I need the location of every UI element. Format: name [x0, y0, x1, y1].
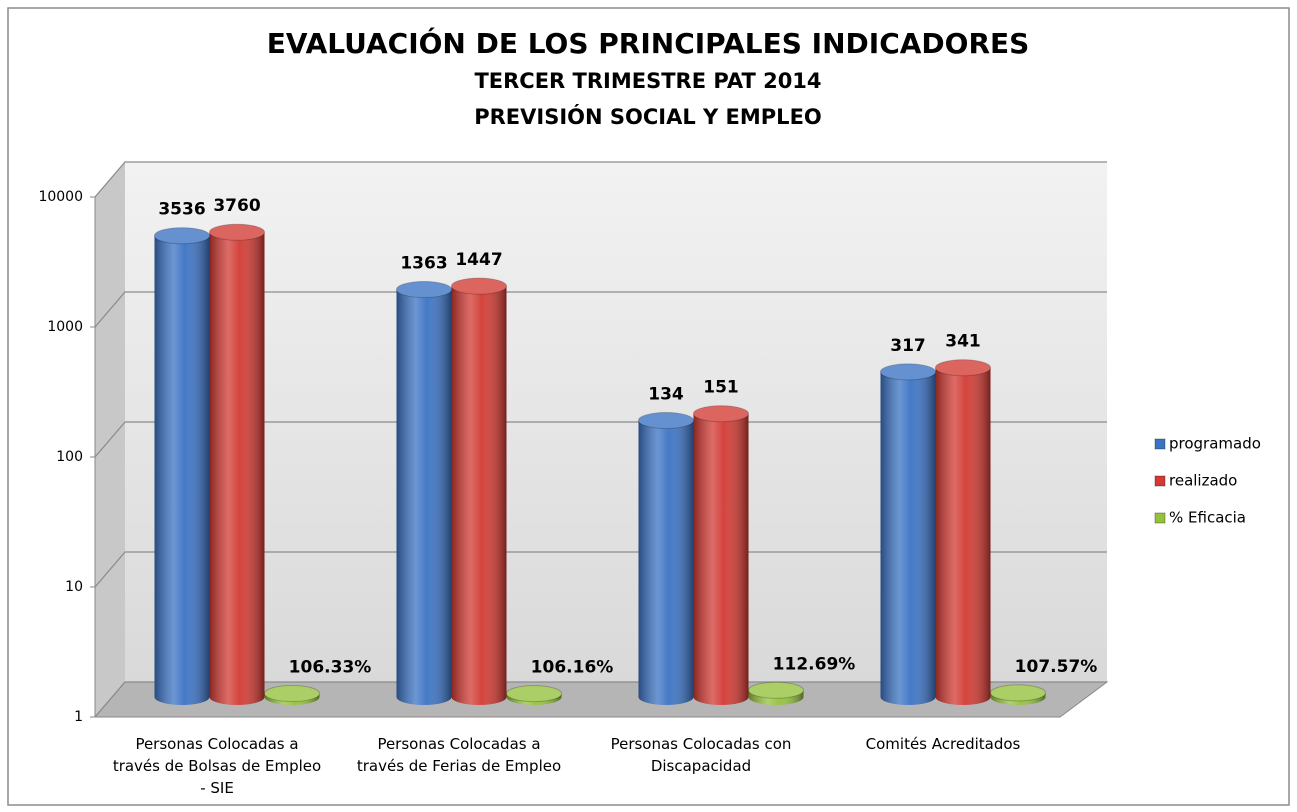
data-label: 3536 [158, 200, 205, 220]
bar-top-highlight [264, 685, 320, 702]
grid-line [94, 291, 1107, 328]
data-label: 106.33% [289, 658, 372, 678]
grid-line [94, 421, 1107, 458]
legend-swatch [1154, 512, 1166, 524]
bar-top-highlight [990, 684, 1046, 701]
bar-top-highlight [693, 405, 749, 422]
legend-label: % Eficacia [1169, 509, 1246, 527]
bar-shade [693, 413, 749, 705]
x-tick-label: Personas Colocadas con Discapacidad [610, 735, 792, 775]
y-tick-label: 10000 [38, 189, 83, 205]
bar-top-highlight [209, 224, 265, 241]
chart-subtitle: TERCER TRIMESTRE PAT 2014 [474, 69, 821, 93]
bar-top [209, 223, 265, 241]
bar-top-highlight [506, 685, 562, 702]
y-tick-label: 100 [56, 449, 83, 465]
y-tick-label: 10 [65, 579, 83, 595]
bar-shade [880, 371, 936, 705]
data-label: 317 [890, 336, 926, 356]
bar-shade [396, 289, 452, 705]
y-tick-label: 1000 [47, 319, 83, 335]
bar-shade [209, 232, 265, 705]
bar-top-highlight [396, 281, 452, 298]
legend-swatch [1154, 475, 1166, 487]
x-tick-label: Personas Colocadas a través de Ferias de… [356, 735, 562, 775]
bar-shade [638, 420, 694, 705]
bar-top [506, 685, 562, 703]
x-tick-label: Comités Acreditados [865, 735, 1021, 753]
data-label: 112.69% [773, 654, 856, 674]
grid-line [94, 551, 1107, 588]
data-label: 107.57% [1015, 657, 1098, 677]
data-label: 1447 [455, 250, 502, 270]
x-tick-label: Personas Colocadas a través de Bolsas de… [112, 735, 322, 797]
bar-top [451, 277, 507, 295]
bar-top-highlight [748, 682, 804, 699]
bar-shade [451, 286, 507, 705]
grid-line [94, 161, 1107, 198]
bar-top [935, 359, 991, 377]
bar-top [264, 685, 320, 703]
bar-top [990, 684, 1046, 702]
chart-subtitle: PREVISIÓN SOCIAL Y EMPLEO [474, 104, 822, 129]
bar-top-highlight [154, 227, 210, 244]
bar-top-highlight [880, 363, 936, 380]
bar-shade [154, 235, 210, 705]
bar-top [748, 681, 804, 699]
data-label: 134 [648, 384, 684, 404]
data-label: 1363 [400, 254, 447, 274]
legend-label: programado [1169, 435, 1261, 453]
data-label: 3760 [213, 196, 260, 216]
legend-label: realizado [1169, 472, 1237, 490]
data-label: 341 [945, 332, 981, 352]
data-label: 106.16% [531, 658, 614, 678]
bar-top-highlight [451, 278, 507, 295]
bar-top-highlight [638, 412, 694, 429]
data-label: 151 [703, 378, 739, 398]
chart-title: EVALUACIÓN DE LOS PRINCIPALES INDICADORE… [267, 26, 1030, 60]
legend-swatch [1154, 438, 1166, 450]
bar-shade [935, 367, 991, 705]
bar-top-highlight [935, 359, 991, 376]
y-tick-label: 1 [74, 709, 83, 725]
grid-line [94, 681, 1107, 718]
bar-top [693, 405, 749, 423]
